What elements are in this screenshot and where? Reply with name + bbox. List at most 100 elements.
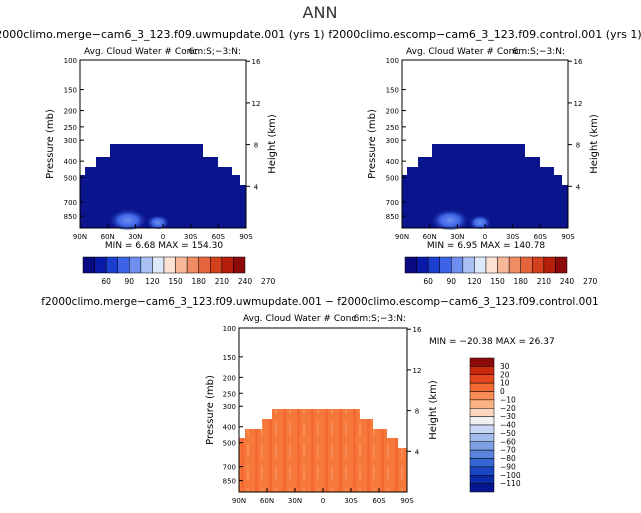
colorbar-swatch <box>221 256 234 274</box>
x-tick-label: 0 <box>483 233 487 241</box>
panel-2-units: 6m:S;−3:N: <box>513 47 565 57</box>
y2-tick-label: 16 <box>252 58 261 66</box>
colorbar-swatch <box>152 256 165 274</box>
colorbar-swatch <box>129 256 142 274</box>
colorbar-swatch <box>469 458 495 468</box>
colorbar-swatch <box>451 256 464 274</box>
diff-panel-subtitle: Avg. Cloud Water # Conc <box>243 314 356 324</box>
panel-1-cloud-max <box>108 206 148 230</box>
x-tick-label: 30N <box>450 233 464 241</box>
y-tick-label: 700 <box>223 464 236 472</box>
panel-1-units: 6m:S;−3:N: <box>189 47 241 57</box>
panel-1-cloud-secondary <box>146 213 170 229</box>
colorbar-swatch <box>469 441 495 451</box>
x-tick-label: 90N <box>395 233 409 241</box>
y-tick-label: 150 <box>223 354 236 362</box>
x-tick-label: 90S <box>239 233 253 241</box>
colorbar-label: −90 <box>500 462 516 471</box>
colorbar-label: 180 <box>192 277 207 286</box>
panel-1-subtitle: Avg. Cloud Water # Conc <box>84 47 197 57</box>
y-tick-label: 500 <box>64 174 77 182</box>
colorbar-swatch <box>469 399 495 409</box>
x-tick-label: 60N <box>423 233 437 241</box>
y-tick-label: 200 <box>64 108 77 116</box>
colorbar-label: 60 <box>101 277 111 286</box>
colorbar-label: −100 <box>500 471 521 480</box>
y-tick-label: 200 <box>386 108 399 116</box>
colorbar-label: 60 <box>423 277 433 286</box>
y2-tick-label: 8 <box>254 142 258 150</box>
panel-2-cloud-secondary <box>468 213 492 229</box>
y2-tick-label: 16 <box>413 326 422 334</box>
panel-2-ylabel: Pressure (mb) <box>367 109 378 179</box>
panel-1: f2000climo.merge−cam6_3_123.f09.uwmupdat… <box>0 28 325 286</box>
x-tick-label: 30S <box>184 233 198 241</box>
colorbar-swatch <box>439 256 452 274</box>
colorbar-label: −20 <box>500 404 516 413</box>
colorbar-swatch <box>469 475 495 484</box>
y2-tick-label: 4 <box>415 448 420 456</box>
colorbar-swatch <box>175 256 188 274</box>
y2-tick-label: 4 <box>254 183 259 191</box>
y-tick-label: 150 <box>64 87 77 95</box>
y-tick-label: 100 <box>64 57 77 65</box>
y-tick-label: 300 <box>386 137 399 145</box>
y-tick-label: 150 <box>386 87 399 95</box>
colorbar-label: −40 <box>500 421 516 430</box>
y-tick-label: 400 <box>223 424 236 432</box>
panel-2: f2000climo.escomp−cam6_3_123.f09.control… <box>328 28 641 286</box>
y-tick-label: 250 <box>386 124 399 132</box>
colorbar-swatch <box>469 433 495 442</box>
colorbar-swatch <box>485 256 498 274</box>
y2-tick-label: 8 <box>415 408 419 416</box>
panel-2-colorbar: 60 90 120 150 180 210 240 270 <box>404 256 598 286</box>
y-tick-label: 850 <box>386 213 399 221</box>
colorbar-swatch <box>520 256 533 274</box>
y2-tick-label: 4 <box>576 183 581 191</box>
colorbar-label: 120 <box>467 277 482 286</box>
colorbar-swatch <box>163 256 176 274</box>
y-tick-label: 100 <box>386 57 399 65</box>
colorbar-swatch <box>233 256 246 274</box>
colorbar-swatch <box>186 256 199 274</box>
y-tick-label: 200 <box>223 374 236 382</box>
colorbar-label: 30 <box>500 362 510 371</box>
panel-1-axes: 100 150 200 250 300 400 500 700 850 4 8 12 16 90N 60N 3… <box>64 57 261 241</box>
panel-2-axes: 100 150 200 250 300 400 500 700 850 4 8 12 16 90N 60N 3… <box>386 57 583 241</box>
x-tick-label: 90N <box>232 497 246 505</box>
x-tick-label: 30N <box>288 497 302 505</box>
x-tick-label: 60N <box>101 233 115 241</box>
y-tick-label: 700 <box>386 199 399 207</box>
y2-tick-label: 12 <box>413 367 422 375</box>
colorbar-label: −80 <box>500 454 516 463</box>
y-tick-label: 400 <box>64 158 77 166</box>
y-tick-label: 300 <box>64 137 77 145</box>
colorbar-swatch <box>543 256 556 274</box>
colorbar-swatch <box>469 374 495 384</box>
colorbar-swatch <box>508 256 521 274</box>
colorbar-swatch <box>469 449 495 459</box>
panel-2-subtitle: Avg. Cloud Water # Conc <box>406 47 519 57</box>
colorbar-swatch <box>469 366 495 375</box>
colorbar-swatch <box>105 256 118 274</box>
colorbar-label: 150 <box>490 277 505 286</box>
x-tick-label: 60S <box>212 233 226 241</box>
diff-panel-y2label: Height (km) <box>428 380 439 440</box>
colorbar-label: −60 <box>500 437 516 446</box>
x-tick-label: 30S <box>506 233 520 241</box>
x-tick-label: 60N <box>260 497 274 505</box>
y2-tick-label: 12 <box>574 100 583 108</box>
colorbar-label: −50 <box>500 429 516 438</box>
y2-tick-label: 12 <box>252 100 261 108</box>
y-tick-label: 700 <box>64 199 77 207</box>
y-tick-label: 500 <box>223 440 236 448</box>
panel-1-ylabel: Pressure (mb) <box>45 109 56 179</box>
colorbar-label: 150 <box>168 277 183 286</box>
colorbar-label: 20 <box>500 370 510 379</box>
colorbar-label: 210 <box>537 277 552 286</box>
x-tick-label: 0 <box>161 233 165 241</box>
colorbar-label: 270 <box>261 277 276 286</box>
diff-panel-title: f2000climo.merge−cam6_3_123.f09.uwmupdat… <box>41 296 598 308</box>
x-tick-label: 60S <box>372 497 386 505</box>
panel-1-y2label: Height (km) <box>267 114 278 174</box>
